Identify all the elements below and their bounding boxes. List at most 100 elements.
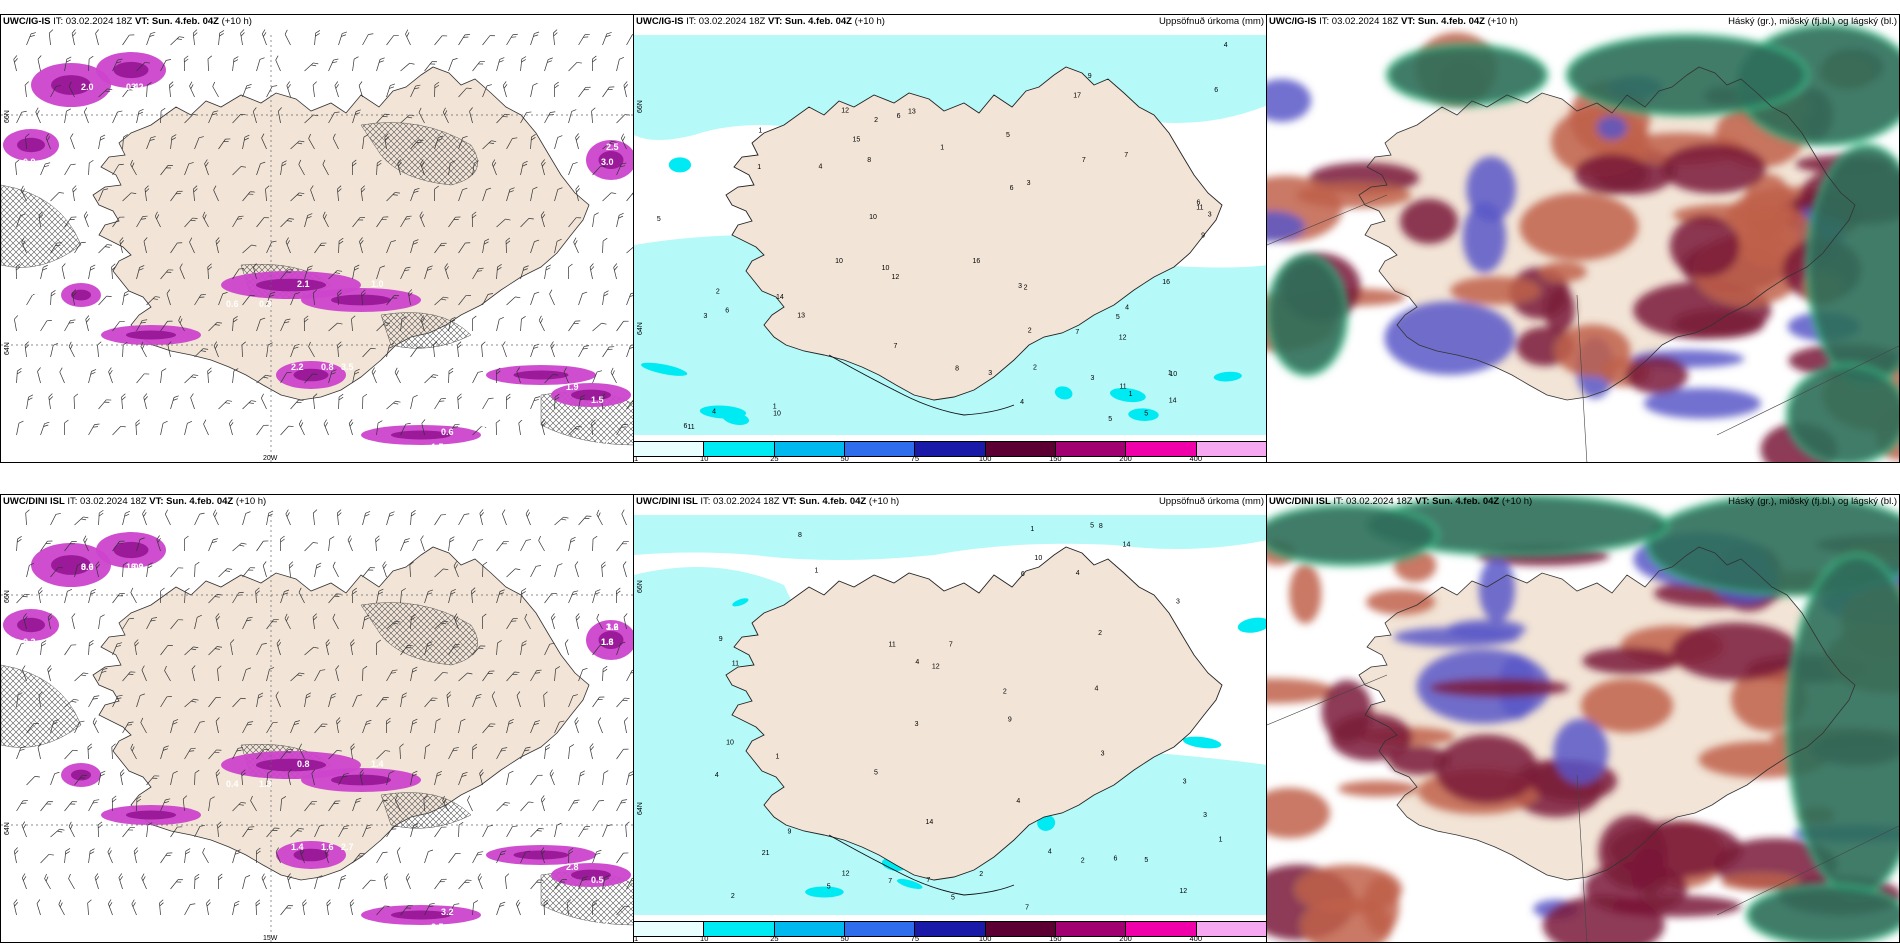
wind-barb	[520, 850, 531, 864]
wind-barb	[622, 561, 627, 578]
wind-barb	[495, 419, 501, 436]
wind-barb	[314, 242, 327, 254]
contour-value: 2.5	[25, 662, 38, 672]
wind-barb	[165, 509, 171, 526]
wind-barb	[64, 541, 77, 552]
longitude-label: 15W	[263, 935, 278, 942]
wind-barb	[602, 665, 608, 682]
wind-barb	[304, 692, 312, 708]
wind-barb	[530, 31, 540, 46]
wind-barb	[130, 743, 137, 760]
wind-barb	[467, 795, 473, 812]
wind-barb	[506, 296, 521, 306]
wind-barb	[506, 137, 518, 150]
station-value: 9	[1201, 232, 1205, 239]
wind-barb	[554, 187, 563, 202]
contour-value: 2.4	[156, 562, 169, 572]
wind-barb	[194, 825, 205, 838]
station-value: 2	[731, 893, 735, 900]
wind-barb	[284, 29, 291, 46]
wind-barb	[592, 322, 607, 332]
wind-barb	[610, 367, 617, 384]
wind-barb	[107, 847, 113, 864]
wind-barb	[122, 618, 134, 630]
wind-barb	[568, 744, 575, 760]
wind-barb	[280, 425, 294, 436]
wind-barb	[134, 639, 139, 656]
wind-barb	[458, 87, 472, 98]
wind-barb	[232, 747, 243, 760]
wind-barb	[16, 692, 23, 708]
precip-streak	[641, 362, 688, 376]
wind-barb	[482, 561, 488, 578]
wind-barb	[256, 749, 269, 760]
wind-barb	[566, 899, 571, 916]
wind-barb	[359, 769, 365, 786]
wind-barb	[40, 162, 51, 176]
wind-barb	[352, 56, 359, 72]
wind-barb	[386, 400, 401, 410]
contour-value: 1.4	[291, 842, 304, 852]
wind-barb	[592, 370, 603, 384]
wind-barb	[160, 368, 167, 384]
wind-barb	[424, 589, 434, 604]
wind-barb	[472, 61, 485, 72]
wind-barb	[314, 723, 328, 734]
wind-barb	[119, 769, 125, 786]
station-value: 16	[973, 258, 981, 265]
station-value: 6	[683, 423, 687, 430]
wind-barb	[448, 903, 460, 916]
wind-barb	[458, 879, 472, 890]
wind-barb	[602, 32, 612, 46]
wind-barb	[314, 669, 326, 682]
precip-area	[634, 515, 1266, 560]
wind-barb	[538, 315, 545, 332]
wind-barb	[568, 263, 573, 280]
wind-barb	[328, 536, 335, 552]
contour-value: 2.3	[23, 637, 36, 647]
contour-value: 3.0	[441, 935, 454, 943]
wind-barb	[26, 293, 38, 306]
wind-barb	[194, 294, 206, 306]
wind-barb	[194, 873, 200, 890]
station-value: 7	[1082, 157, 1086, 164]
wind-barb	[111, 795, 117, 812]
wind-barb	[376, 799, 388, 812]
station-value: 3	[915, 721, 919, 728]
precip-contour	[101, 805, 201, 825]
hatched-area	[380, 312, 472, 349]
wind-barb	[88, 848, 95, 864]
wind-barb	[424, 697, 438, 708]
wind-barb	[194, 769, 200, 786]
colorbar-cell	[1196, 442, 1266, 456]
station-value: 11	[889, 641, 896, 648]
wind-barb	[122, 192, 137, 202]
station-value: 10	[773, 410, 781, 417]
wind-barb	[530, 82, 538, 98]
wind-barb	[482, 187, 492, 202]
wind-barb	[189, 81, 195, 98]
wind-barb	[335, 665, 340, 682]
wind-barb	[159, 899, 164, 916]
wind-barb	[326, 899, 332, 916]
wind-barb	[400, 588, 406, 604]
wind-barb	[371, 367, 377, 384]
station-value: 3	[1203, 812, 1207, 819]
wind-barb	[16, 367, 22, 384]
wind-barb	[218, 30, 225, 46]
wind-barb	[328, 693, 337, 708]
station-value: 6	[1197, 199, 1201, 206]
wind-barb	[304, 213, 313, 228]
wind-barb	[351, 159, 357, 176]
wind-barb	[482, 723, 496, 734]
wind-barb	[122, 134, 128, 150]
wind-barb	[434, 568, 449, 578]
wind-barb	[376, 851, 388, 864]
wind-barb	[448, 536, 455, 552]
wind-barb	[362, 511, 371, 526]
contour-value: 1.5	[566, 519, 579, 529]
wind-barb	[458, 242, 471, 254]
wind-barb	[358, 81, 363, 98]
wind-barb	[156, 535, 161, 552]
wind-barb	[375, 535, 380, 552]
